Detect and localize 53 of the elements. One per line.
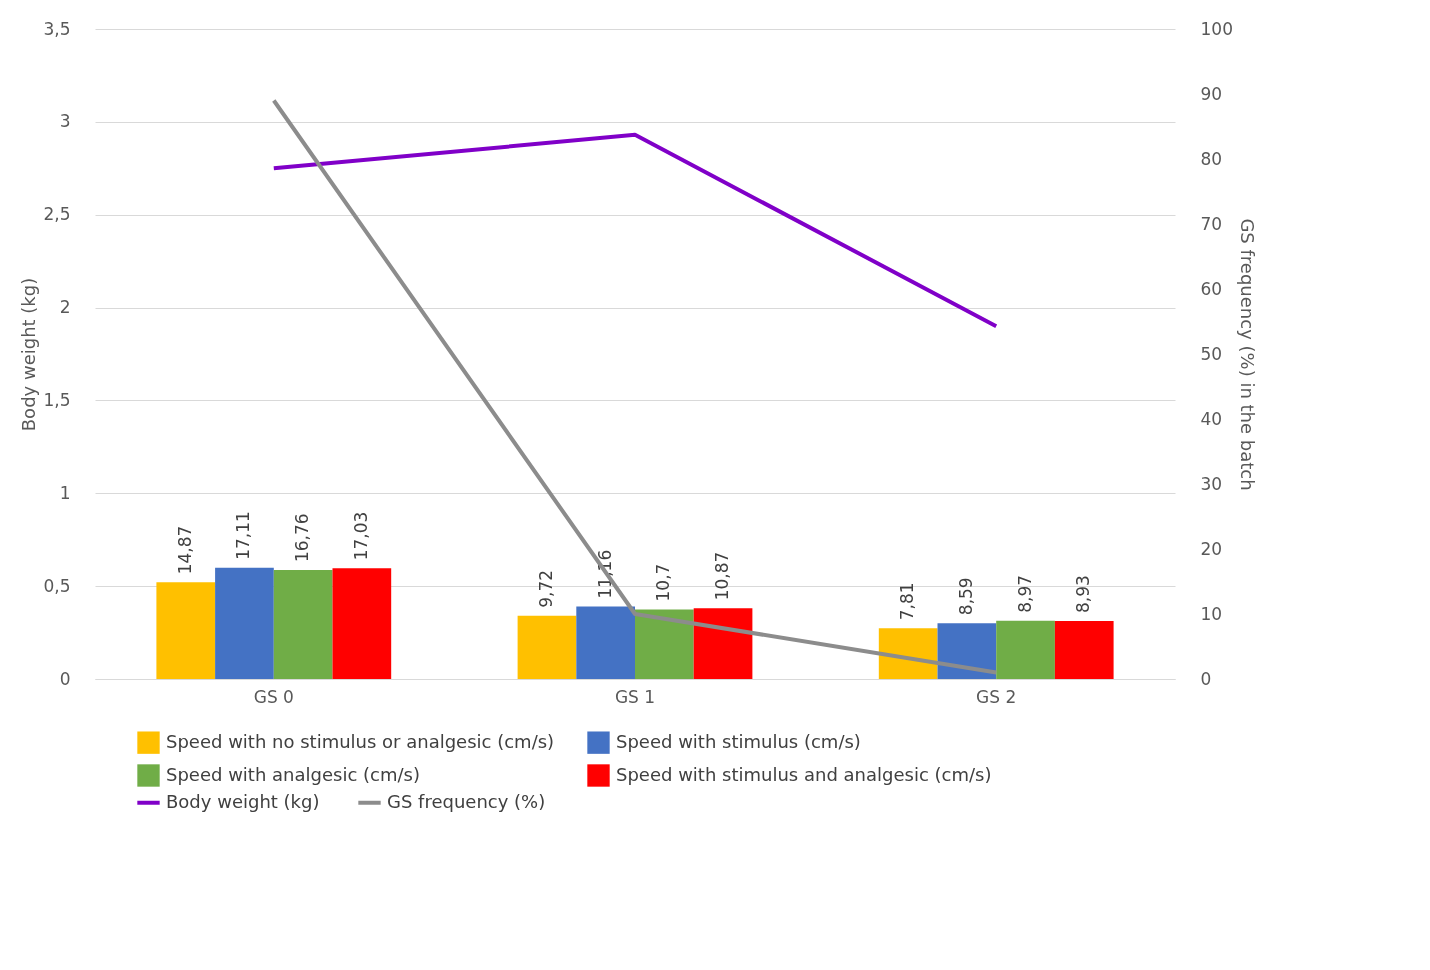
y-tick-label: 1,5 (43, 389, 71, 410)
data-label: 10,87 (712, 551, 733, 601)
data-label: 8,97 (1014, 574, 1035, 613)
data-label: 17,11 (233, 511, 254, 560)
bar (576, 606, 635, 679)
y-tick-label: 2,5 (43, 204, 71, 225)
bar (878, 628, 938, 679)
y-tick-label: 0 (59, 668, 71, 689)
x-tick-label: GS 2 (976, 686, 1017, 707)
data-label: 14,87 (174, 525, 195, 575)
y-tick-label: 1 (59, 482, 71, 503)
y2-tick-label: 0 (1200, 668, 1212, 689)
legend-label: GS frequency (%) (387, 790, 546, 812)
legend-label: Speed with stimulus (cm/s) (616, 730, 861, 752)
bar (273, 570, 333, 679)
x-tick-label: GS 1 (614, 686, 656, 707)
data-label: 16,76 (292, 513, 313, 563)
y-tick-label: 3 (59, 111, 71, 132)
x-tick-label: GS 0 (253, 686, 294, 707)
y2-tick-label: 50 (1200, 343, 1223, 364)
bar (635, 609, 694, 679)
y2-tick-label: 70 (1200, 213, 1223, 234)
legend-label: Body weight (kg) (166, 790, 320, 812)
y-tick-label: 0,5 (43, 575, 71, 596)
bar (996, 620, 1055, 679)
bar (156, 582, 216, 679)
y2-tick-label: 100 (1200, 18, 1233, 39)
data-label: 9,72 (535, 569, 556, 608)
data-label: 10,7 (653, 563, 674, 602)
data-label: 8,93 (1073, 575, 1094, 613)
y-tick-label: 3,5 (43, 18, 71, 39)
data-label: 8,59 (955, 577, 976, 616)
y2-tick-label: 30 (1200, 473, 1223, 494)
bar (937, 623, 997, 679)
bar (693, 608, 753, 679)
y2-tick-label: 80 (1200, 148, 1223, 169)
data-label: 17,03 (350, 511, 371, 561)
legend-label: Speed with analgesic (cm/s) (166, 763, 420, 785)
legend-label: Speed with stimulus and analgesic (cm/s) (616, 763, 992, 785)
y2-tick-label: 90 (1200, 83, 1223, 104)
bar (517, 615, 577, 679)
y2-tick-label: 20 (1200, 538, 1223, 559)
y-axis-title: Body weight (kg) (18, 277, 40, 432)
data-label: 7,81 (897, 582, 918, 621)
y2-tick-label: 60 (1200, 278, 1223, 299)
bar (332, 568, 392, 679)
bar (215, 567, 274, 679)
y2-tick-label: 10 (1200, 603, 1223, 624)
bar (1054, 620, 1114, 679)
y2-axis-title: GS frequency (%) in the batch (1236, 218, 1258, 491)
y-tick-label: 2 (59, 297, 71, 318)
y2-tick-label: 40 (1200, 408, 1223, 429)
legend-label: Speed with no stimulus or analgesic (cm/s) (166, 730, 555, 752)
